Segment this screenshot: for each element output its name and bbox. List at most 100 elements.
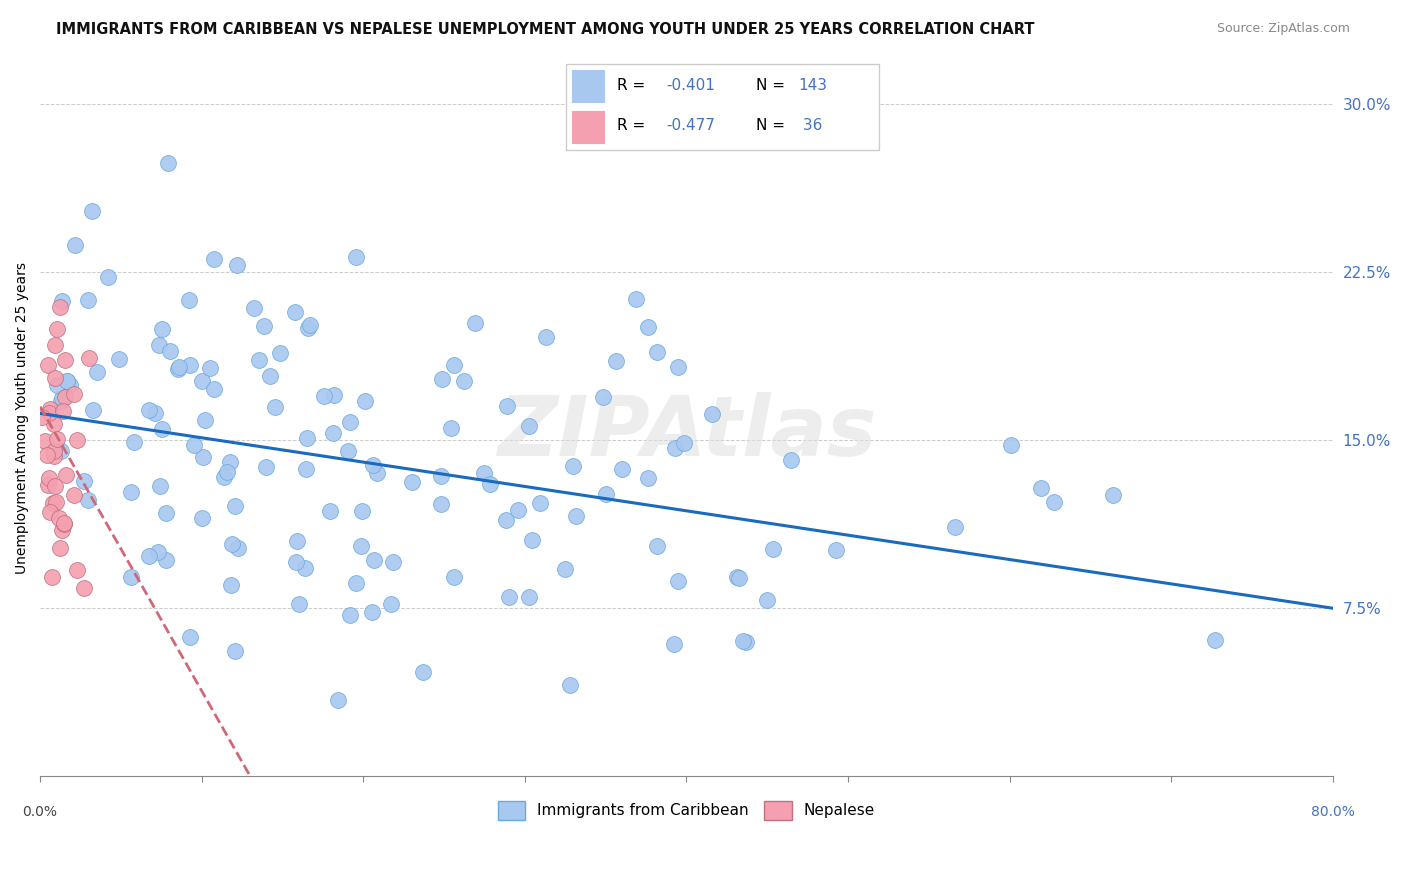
Point bbox=[534, 330, 557, 344]
Point bbox=[52, 404, 75, 418]
Point bbox=[37, 358, 59, 372]
Point bbox=[56, 374, 79, 388]
Point bbox=[554, 562, 576, 576]
Point bbox=[224, 644, 246, 658]
Point bbox=[215, 465, 238, 479]
Point bbox=[294, 561, 316, 575]
Point bbox=[779, 452, 801, 467]
Point bbox=[662, 637, 685, 651]
Point bbox=[73, 475, 96, 489]
Text: Source: ZipAtlas.com: Source: ZipAtlas.com bbox=[1216, 22, 1350, 36]
Point bbox=[48, 511, 70, 525]
Point bbox=[108, 352, 131, 367]
Point bbox=[595, 487, 617, 501]
Point bbox=[38, 406, 60, 420]
Point bbox=[120, 570, 142, 584]
Point bbox=[148, 338, 170, 352]
Point bbox=[138, 403, 160, 417]
Point bbox=[366, 466, 388, 480]
Point bbox=[443, 358, 465, 372]
Point bbox=[297, 320, 319, 334]
Point bbox=[39, 505, 62, 519]
Point bbox=[177, 293, 200, 307]
Point bbox=[495, 513, 517, 527]
Point bbox=[77, 293, 100, 307]
Bar bbox=[572, 70, 605, 102]
Point bbox=[122, 434, 145, 449]
Point bbox=[46, 322, 69, 336]
Point bbox=[44, 338, 66, 352]
Point bbox=[735, 635, 758, 649]
Point bbox=[37, 478, 59, 492]
Point bbox=[666, 360, 689, 375]
Point bbox=[605, 354, 627, 368]
Point bbox=[472, 467, 495, 481]
Point bbox=[825, 542, 848, 557]
Point bbox=[288, 598, 311, 612]
Text: -0.401: -0.401 bbox=[666, 78, 714, 93]
Point bbox=[496, 399, 519, 413]
Point bbox=[53, 353, 76, 368]
Point bbox=[259, 368, 281, 383]
Point bbox=[1204, 633, 1226, 648]
Point bbox=[323, 388, 346, 402]
Text: 0.0%: 0.0% bbox=[22, 805, 58, 819]
Point bbox=[637, 319, 659, 334]
Point bbox=[149, 479, 172, 493]
Point bbox=[1029, 481, 1052, 495]
Point bbox=[498, 590, 520, 604]
Point bbox=[560, 678, 582, 692]
Point bbox=[42, 496, 65, 510]
Point bbox=[179, 358, 201, 372]
Point bbox=[479, 476, 502, 491]
Point bbox=[76, 492, 98, 507]
Point bbox=[522, 533, 544, 547]
Text: 143: 143 bbox=[799, 78, 828, 93]
Point bbox=[166, 361, 188, 376]
Point bbox=[517, 419, 540, 434]
Point bbox=[263, 401, 285, 415]
Point bbox=[146, 545, 169, 559]
Point bbox=[66, 434, 89, 448]
Point bbox=[150, 422, 173, 436]
Point bbox=[219, 455, 242, 469]
Point bbox=[443, 570, 465, 584]
Point bbox=[506, 502, 529, 516]
Point bbox=[453, 374, 475, 388]
Point bbox=[63, 488, 86, 502]
Point bbox=[440, 420, 463, 434]
Point bbox=[725, 569, 748, 583]
Point bbox=[430, 372, 453, 386]
Point bbox=[80, 203, 103, 218]
Point bbox=[339, 608, 361, 623]
Point bbox=[430, 497, 453, 511]
Point bbox=[34, 434, 56, 448]
Point bbox=[45, 433, 67, 447]
Point bbox=[155, 506, 177, 520]
Point bbox=[1101, 488, 1123, 502]
Point bbox=[673, 435, 696, 450]
Point bbox=[63, 238, 86, 252]
Point bbox=[44, 479, 66, 493]
Point bbox=[53, 516, 76, 531]
Point bbox=[77, 351, 100, 366]
Point bbox=[63, 387, 86, 401]
Point bbox=[284, 555, 307, 569]
Point bbox=[361, 458, 384, 473]
Point bbox=[243, 301, 266, 315]
Point bbox=[339, 415, 361, 429]
Point bbox=[624, 292, 647, 306]
Point bbox=[157, 156, 180, 170]
Point bbox=[97, 270, 120, 285]
Point bbox=[82, 403, 104, 417]
Point bbox=[191, 450, 214, 464]
FancyBboxPatch shape bbox=[565, 64, 879, 150]
Point bbox=[120, 485, 142, 500]
Point bbox=[350, 539, 373, 553]
Point bbox=[31, 409, 53, 424]
Point bbox=[86, 365, 108, 379]
Point bbox=[295, 462, 318, 476]
Point bbox=[219, 577, 242, 591]
Point bbox=[284, 304, 307, 318]
Text: ZIPAtlas: ZIPAtlas bbox=[496, 392, 876, 473]
